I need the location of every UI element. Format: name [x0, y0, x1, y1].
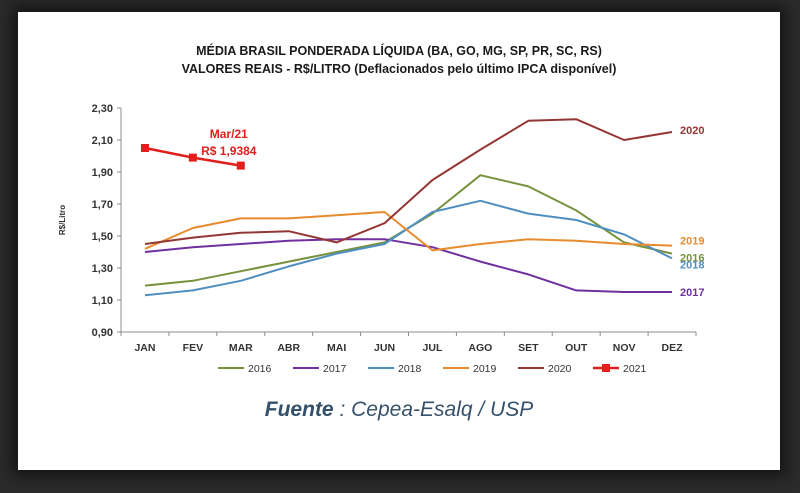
- y-tick-label: 1,10: [92, 295, 113, 307]
- x-tick-label: JUL: [423, 342, 443, 354]
- x-tick-label: JAN: [134, 342, 155, 354]
- x-tick-label: NOV: [613, 342, 636, 354]
- legend-label-2016: 2016: [248, 363, 272, 375]
- x-tick-label: JUN: [374, 342, 395, 354]
- series-marker-2021: [188, 153, 197, 162]
- end-label-2017: 2017: [680, 287, 704, 299]
- end-label-2020: 2020: [680, 125, 704, 137]
- source-caption: Fuente : Cepea-Esalq / USP: [18, 398, 780, 422]
- annotation-line2: R$ 1,9384: [201, 144, 257, 158]
- legend-label-2019: 2019: [473, 363, 497, 375]
- y-tick-label: 1,90: [92, 167, 113, 179]
- x-tick-label: SET: [518, 342, 539, 354]
- chart-title-block: MÉDIA BRASIL PONDERADA LÍQUIDA (BA, GO, …: [18, 42, 780, 78]
- legend-label-2017: 2017: [323, 363, 347, 375]
- source-text: : Cepea-Esalq / USP: [333, 398, 534, 421]
- y-tick-label: 2,30: [92, 103, 113, 115]
- series-line-2017: [144, 238, 672, 293]
- chart-card: MÉDIA BRASIL PONDERADA LÍQUIDA (BA, GO, …: [18, 12, 780, 470]
- end-label-2019: 2019: [680, 236, 704, 248]
- x-tick-label: DEZ: [662, 342, 684, 354]
- y-tick-label: 0,90: [92, 327, 113, 339]
- series-line-2018: [144, 199, 673, 297]
- chart-subtitle: VALORES REAIS - R$/LITRO (Deflacionados …: [181, 62, 617, 76]
- annotation-line1: Mar/21: [210, 127, 248, 141]
- series-marker-2021: [140, 144, 149, 152]
- series-line-2020: [144, 118, 673, 245]
- x-tick-label: AGO: [468, 342, 492, 354]
- legend-marker-2021: [602, 364, 610, 372]
- legend-label-2018: 2018: [398, 363, 422, 375]
- end-label-2018: 2018: [680, 259, 704, 271]
- source-prefix: Fuente: [264, 398, 334, 421]
- y-tick-label: 1,70: [92, 199, 113, 211]
- x-tick-label: MAI: [327, 342, 346, 354]
- end-label-2016: 2016: [680, 253, 704, 265]
- line-chart: 0,90 1,10 1,30 1,50 1,70 1,90 2,10 2,30 R$/Litro…: [58, 103, 705, 375]
- x-tick-label: MAR: [229, 342, 253, 354]
- legend-label-2020: 2020: [548, 363, 572, 375]
- y-tick-label: 1,50: [92, 231, 113, 243]
- y-tick-label: 1,30: [92, 263, 113, 275]
- series-line-2019: [144, 211, 673, 252]
- y-axis-label: R$/Litro: [58, 205, 67, 235]
- y-tick-label: 2,10: [92, 135, 113, 147]
- series-marker-2021: [236, 161, 245, 170]
- legend-label-2021: 2021: [623, 363, 647, 375]
- chart-title: MÉDIA BRASIL PONDERADA LÍQUIDA (BA, GO, …: [196, 44, 602, 58]
- x-tick-label: OUT: [565, 342, 588, 354]
- x-tick-label: FEV: [183, 342, 203, 354]
- x-tick-label: ABR: [277, 342, 300, 354]
